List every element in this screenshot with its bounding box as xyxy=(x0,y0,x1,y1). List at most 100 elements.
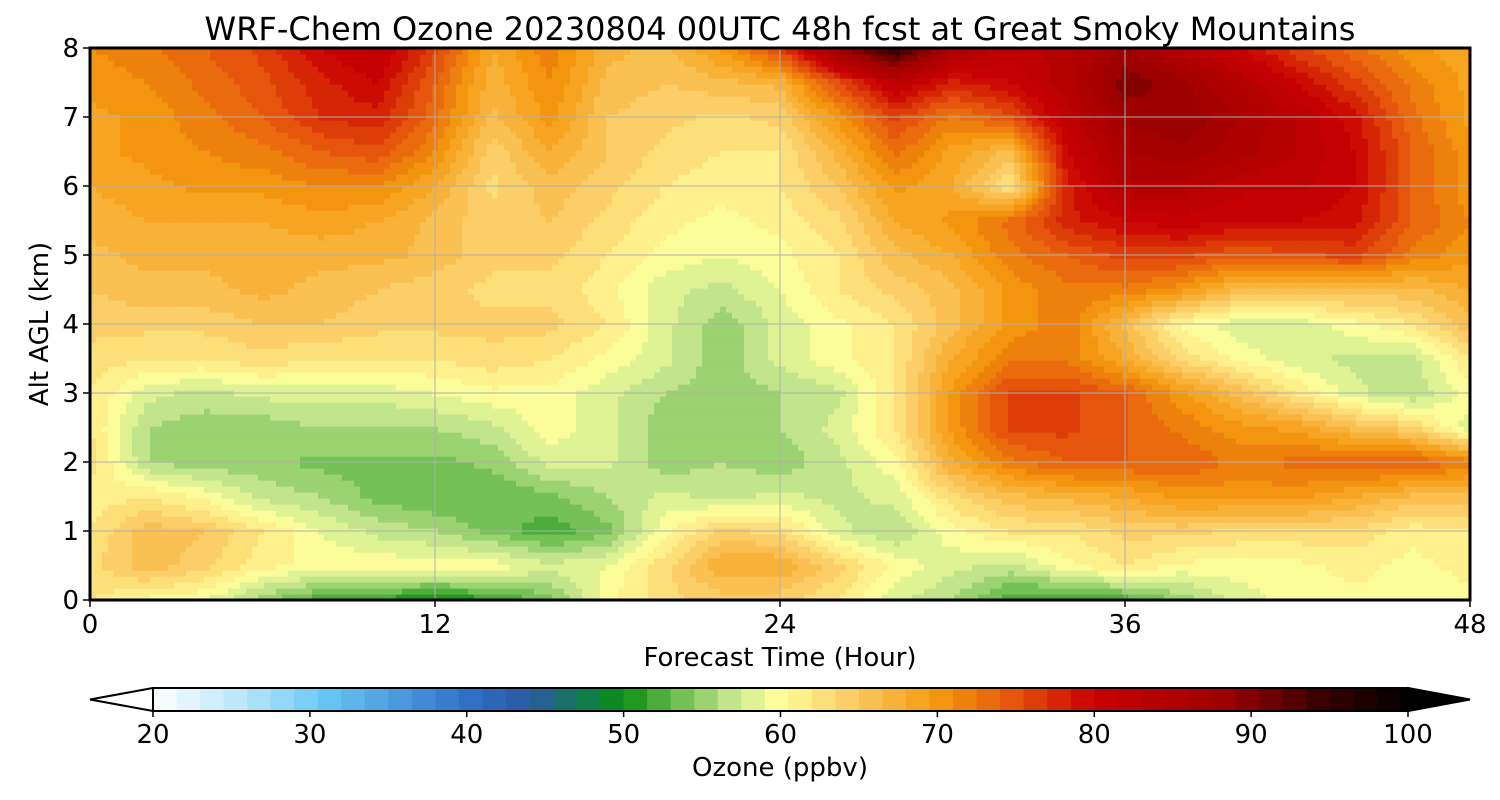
heatmap-cell xyxy=(1170,540,1177,547)
heatmap-cell xyxy=(558,582,565,589)
heatmap-cell xyxy=(564,468,571,475)
heatmap-cell xyxy=(450,534,457,541)
heatmap-cell xyxy=(1020,522,1027,529)
heatmap-cell xyxy=(282,510,289,517)
heatmap-cell xyxy=(90,492,97,499)
heatmap-cell xyxy=(1350,576,1357,583)
heatmap-cell xyxy=(1032,510,1039,517)
heatmap-cell xyxy=(1086,498,1093,505)
heatmap-cell xyxy=(342,558,349,565)
heatmap-cell xyxy=(918,480,925,487)
heatmap-cell xyxy=(1092,564,1099,571)
heatmap-cell xyxy=(1014,492,1021,499)
heatmap-cell xyxy=(870,570,877,577)
heatmap-cell xyxy=(1056,516,1063,523)
heatmap-cell xyxy=(702,594,709,600)
heatmap-cell xyxy=(126,576,133,583)
heatmap-cell xyxy=(1272,594,1279,600)
heatmap-cell xyxy=(318,486,325,493)
heatmap-cell xyxy=(306,564,313,571)
heatmap-cell xyxy=(822,552,829,559)
heatmap-cell xyxy=(660,468,667,475)
heatmap-cell xyxy=(768,498,775,505)
heatmap-cell xyxy=(1458,552,1465,559)
heatmap-cell xyxy=(1056,582,1063,589)
heatmap-cell xyxy=(792,546,799,553)
heatmap-cell xyxy=(138,594,145,600)
heatmap-cell xyxy=(906,480,913,487)
heatmap-cell xyxy=(438,480,445,487)
heatmap-cell xyxy=(354,534,361,541)
heatmap-cell xyxy=(90,468,97,475)
heatmap-cell xyxy=(678,504,685,511)
heatmap-cell xyxy=(714,534,721,541)
heatmap-cell xyxy=(1392,480,1399,487)
heatmap-cell xyxy=(558,510,565,517)
heatmap-cell xyxy=(672,468,679,475)
heatmap-cell xyxy=(948,582,955,589)
heatmap-cell xyxy=(1152,582,1159,589)
heatmap-cell xyxy=(1098,558,1105,565)
heatmap-cell xyxy=(918,582,925,589)
heatmap-cell xyxy=(486,480,493,487)
heatmap-cell xyxy=(714,474,721,481)
heatmap-cell xyxy=(246,540,253,547)
heatmap-cell xyxy=(1026,558,1033,565)
heatmap-cell xyxy=(846,468,853,475)
heatmap-cell xyxy=(564,570,571,577)
heatmap-cell xyxy=(390,582,397,589)
heatmap-cell xyxy=(300,546,307,553)
heatmap-cell xyxy=(312,564,319,571)
heatmap-cell xyxy=(180,588,187,595)
heatmap-cell xyxy=(336,522,343,529)
heatmap-cell xyxy=(804,540,811,547)
heatmap-cell xyxy=(900,510,907,517)
heatmap-cell xyxy=(234,468,241,475)
heatmap-cell xyxy=(384,558,391,565)
heatmap-cell xyxy=(420,588,427,595)
heatmap-cell xyxy=(1044,486,1051,493)
heatmap-cell xyxy=(738,582,745,589)
heatmap-cell xyxy=(870,594,877,600)
heatmap-cell xyxy=(672,480,679,487)
heatmap-cell xyxy=(342,486,349,493)
heatmap-cell xyxy=(1110,588,1117,595)
heatmap-cell xyxy=(1020,492,1027,499)
heatmap-cell xyxy=(204,570,211,577)
heatmap-cell xyxy=(1338,480,1345,487)
heatmap-cell xyxy=(384,486,391,493)
heatmap-cell xyxy=(138,546,145,553)
heatmap-cell xyxy=(876,564,883,571)
heatmap-cell xyxy=(168,588,175,595)
heatmap-cell xyxy=(864,516,871,523)
heatmap-cell xyxy=(294,498,301,505)
heatmap-cell xyxy=(348,474,355,481)
heatmap-cell xyxy=(684,552,691,559)
heatmap-cell xyxy=(174,504,181,511)
heatmap-cell xyxy=(1050,516,1057,523)
heatmap-cell xyxy=(402,468,409,475)
heatmap-cell xyxy=(510,564,517,571)
heatmap-cell xyxy=(972,552,979,559)
heatmap-cell xyxy=(132,498,139,505)
heatmap-cell xyxy=(1380,498,1387,505)
heatmap-cell xyxy=(690,468,697,475)
heatmap-cell xyxy=(660,540,667,547)
heatmap-cell xyxy=(918,552,925,559)
heatmap-cell xyxy=(1428,558,1435,565)
heatmap-cell xyxy=(1098,576,1105,583)
heatmap-cell xyxy=(1002,582,1009,589)
heatmap-cell xyxy=(936,522,943,529)
heatmap-cell xyxy=(438,534,445,541)
heatmap-cell xyxy=(330,576,337,583)
heatmap-cell xyxy=(462,474,469,481)
heatmap-cell xyxy=(342,564,349,571)
heatmap-cell xyxy=(396,480,403,487)
heatmap-cell xyxy=(804,468,811,475)
heatmap-cell xyxy=(546,594,553,600)
heatmap-cell xyxy=(732,486,739,493)
heatmap-cell xyxy=(1080,552,1087,559)
heatmap-cell xyxy=(678,594,685,600)
heatmap-cell xyxy=(492,558,499,565)
heatmap-cell xyxy=(1146,540,1153,547)
